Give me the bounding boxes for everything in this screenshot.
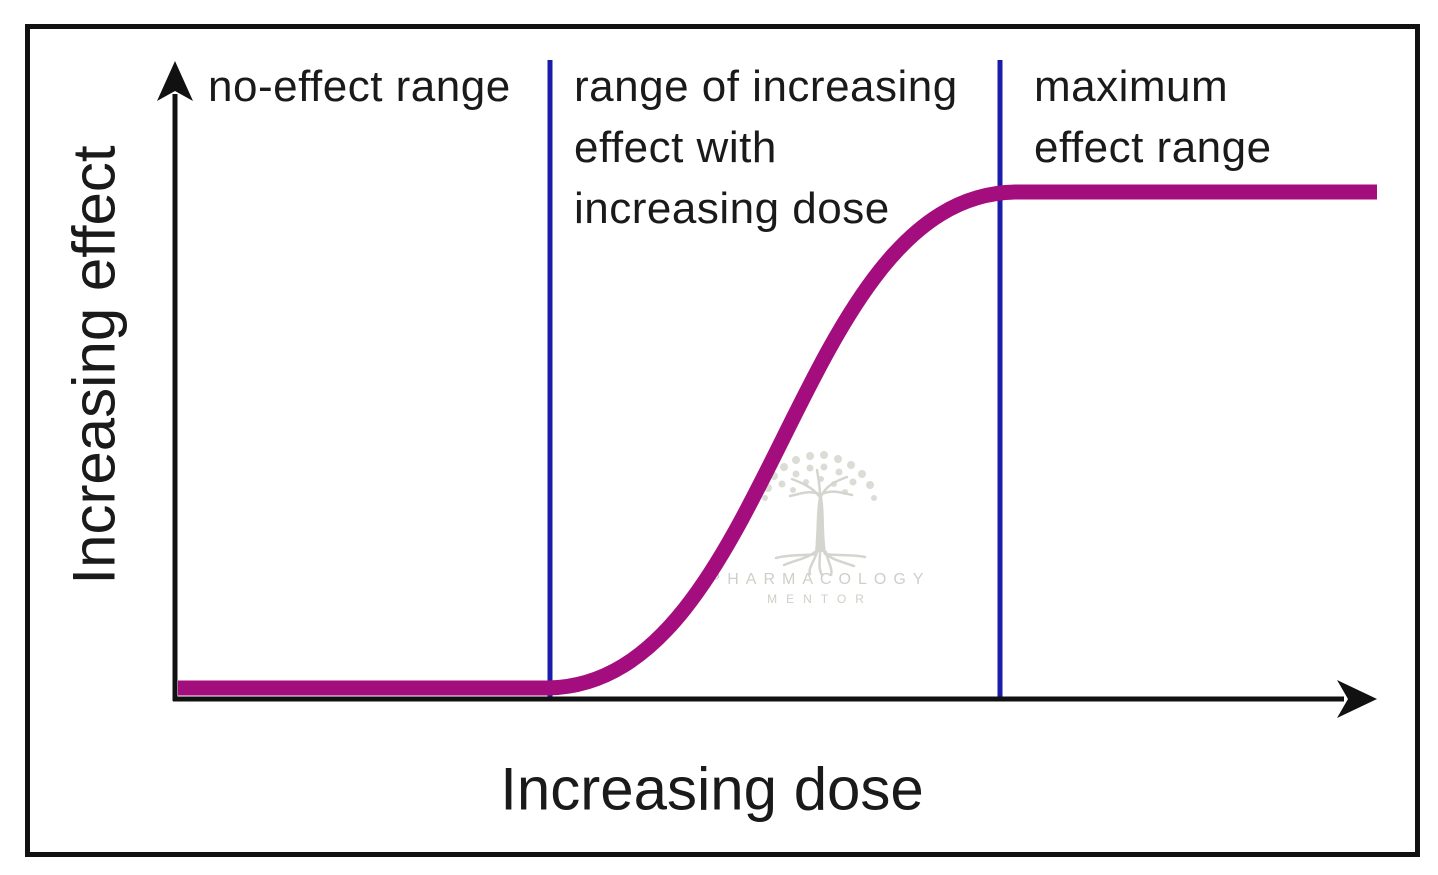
- region-label-maximum-effect: maximum effect range: [1034, 62, 1272, 172]
- x-axis-label: Increasing dose: [500, 755, 924, 823]
- region-label-no-effect: no-effect range: [208, 62, 511, 111]
- figure-border-frame: [25, 24, 1420, 857]
- y-axis-label: Increasing effect: [60, 145, 128, 585]
- region-label-increasing-effect: range of increasing effect with increasi…: [574, 62, 958, 233]
